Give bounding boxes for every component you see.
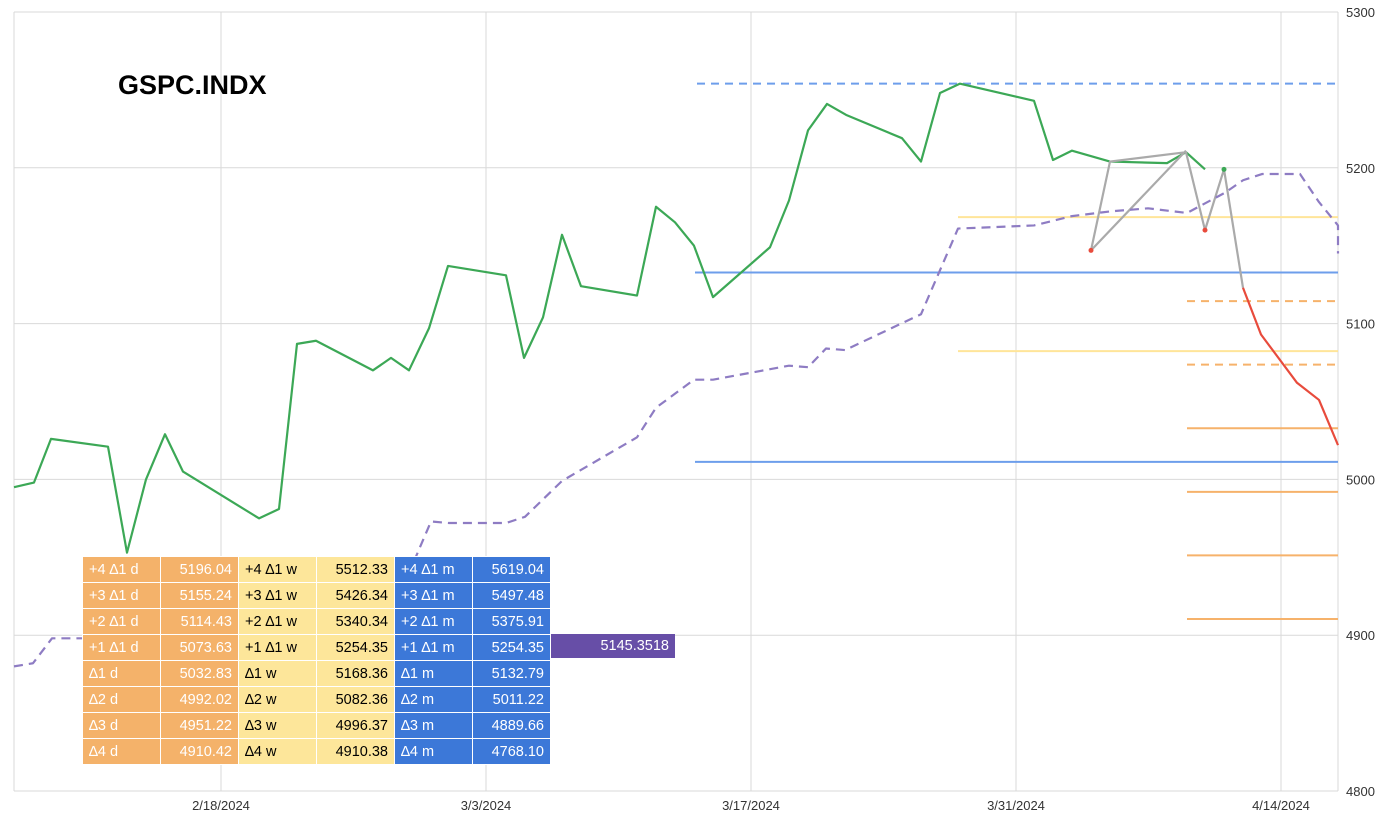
table-cell-wv: 5426.34 [316, 582, 395, 609]
table-cell-ml: +3 ∆1 m [394, 582, 473, 609]
y-ticks: 5300 5200 5100 5000 4900 4800 [1346, 5, 1375, 799]
table-cell-ml: +1 ∆1 m [394, 634, 473, 661]
marker-green [1221, 166, 1227, 172]
table-cell-dl: +2 ∆1 d [82, 608, 161, 635]
table-row: ∆1 d 5032.83 ∆1 w 5168.36 ∆1 m 5132.79 [82, 660, 551, 687]
y-tick-label: 4900 [1346, 628, 1375, 643]
table-cell-dl: ∆3 d [82, 712, 161, 739]
table-cell-dv: 5155.24 [160, 582, 239, 609]
table-cell-wl: ∆4 w [238, 738, 317, 765]
table-cell-wv: 5340.34 [316, 608, 395, 635]
x-tick-label: 3/31/2024 [987, 798, 1045, 813]
table-cell-dl: +4 ∆1 d [82, 556, 161, 583]
table-row: ∆4 d 4910.42 ∆4 w 4910.38 ∆4 m 4768.10 [82, 738, 551, 765]
table-cell-wl: +1 ∆1 w [238, 634, 317, 661]
x-tick-label: 2/18/2024 [192, 798, 250, 813]
series-line [1089, 149, 1245, 288]
y-tick-label: 5200 [1346, 161, 1375, 176]
table-row: +2 ∆1 d 5114.43 +2 ∆1 w 5340.34 +2 ∆1 m 5375.… [82, 608, 551, 635]
table-cell-dv: 5073.63 [160, 634, 239, 661]
levels-table: +4 ∆1 d 5196.04 +4 ∆1 w 5512.33 +4 ∆1 m 5619.… [82, 556, 551, 765]
table-cell-wl: +3 ∆1 w [238, 582, 317, 609]
table-cell-ml: ∆2 m [394, 686, 473, 713]
table-cell-wv: 4910.38 [316, 738, 395, 765]
x-tick-label: 3/3/2024 [461, 798, 512, 813]
table-cell-wl: +2 ∆1 w [238, 608, 317, 635]
table-cell-ml: +2 ∆1 m [394, 608, 473, 635]
table-cell-mv: 5011.22 [472, 686, 551, 713]
table-cell-dv: 5032.83 [160, 660, 239, 687]
table-cell-dl: +3 ∆1 d [82, 582, 161, 609]
table-cell-mv: 5132.79 [472, 660, 551, 687]
table-cell-mv: 5254.35 [472, 634, 551, 661]
table-cell-wl: +4 ∆1 w [238, 556, 317, 583]
table-cell-dv: 5196.04 [160, 556, 239, 583]
table-row: +1 ∆1 d 5073.63 +1 ∆1 w 5254.35 +1 ∆1 m 5254.… [82, 634, 551, 661]
y-tick-label: 5000 [1346, 472, 1375, 487]
x-ticks: 2/18/2024 3/3/2024 3/17/2024 3/31/2024 4/14/… [192, 798, 1310, 813]
grid [13, 11, 1339, 792]
x-tick-label: 4/14/2024 [1252, 798, 1310, 813]
table-cell-wl: ∆2 w [238, 686, 317, 713]
table-row: ∆3 d 4951.22 ∆3 w 4996.37 ∆3 m 4889.66 [82, 712, 551, 739]
table-cell-dl: +1 ∆1 d [82, 634, 161, 661]
series-line [1241, 287, 1340, 446]
marker-red [1202, 227, 1208, 233]
table-cell-wv: 5082.36 [316, 686, 395, 713]
table-cell-dl: ∆1 d [82, 660, 161, 687]
series-line [13, 82, 1206, 554]
y-tick-label: 4800 [1346, 784, 1375, 799]
table-cell-mv: 5619.04 [472, 556, 551, 583]
table-cell-dv: 4910.42 [160, 738, 239, 765]
table-cell-dl: ∆2 d [82, 686, 161, 713]
table-cell-mv: 4768.10 [472, 738, 551, 765]
y-tick-label: 5300 [1346, 5, 1375, 20]
table-cell-ml: +4 ∆1 m [394, 556, 473, 583]
markers [1088, 166, 1227, 253]
marker-red [1088, 247, 1094, 253]
table-cell-wv: 5168.36 [316, 660, 395, 687]
table-row: +3 ∆1 d 5155.24 +3 ∆1 w 5426.34 +3 ∆1 m 5497.… [82, 582, 551, 609]
table-cell-dv: 5114.43 [160, 608, 239, 635]
table-cell-wv: 4996.37 [316, 712, 395, 739]
table-row: +4 ∆1 d 5196.04 +4 ∆1 w 5512.33 +4 ∆1 m 5619.… [82, 556, 551, 583]
table-cell-wv: 5254.35 [316, 634, 395, 661]
table-cell-dv: 4992.02 [160, 686, 239, 713]
table-cell-mv: 4889.66 [472, 712, 551, 739]
table-cell-ml: ∆1 m [394, 660, 473, 687]
table-cell-wl: ∆1 w [238, 660, 317, 687]
y-tick-label: 5100 [1346, 317, 1375, 332]
chart-title: GSPC.INDX [118, 70, 267, 100]
extra-value-cell: 5145.3518 [551, 634, 675, 658]
table-cell-wv: 5512.33 [316, 556, 395, 583]
table-row: ∆2 d 4992.02 ∆2 w 5082.36 ∆2 m 5011.22 [82, 686, 551, 713]
x-tick-label: 3/17/2024 [722, 798, 780, 813]
table-cell-ml: ∆3 m [394, 712, 473, 739]
table-cell-ml: ∆4 m [394, 738, 473, 765]
table-cell-wl: ∆3 w [238, 712, 317, 739]
table-cell-dv: 4951.22 [160, 712, 239, 739]
levels [695, 82, 1338, 620]
table-cell-mv: 5375.91 [472, 608, 551, 635]
table-cell-mv: 5497.48 [472, 582, 551, 609]
table-cell-dl: ∆4 d [82, 738, 161, 765]
